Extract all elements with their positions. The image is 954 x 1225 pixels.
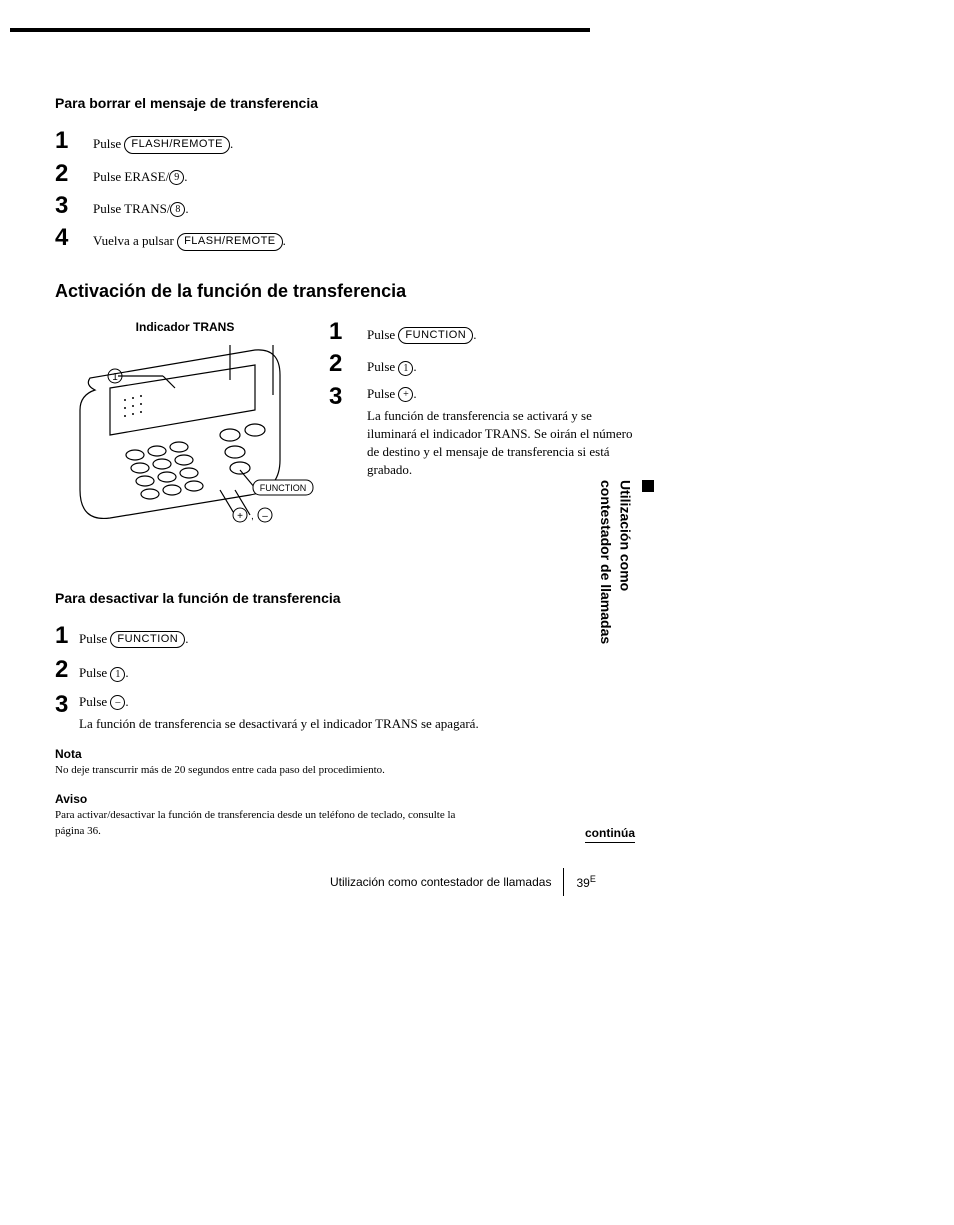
step-body: La función de transferencia se activará … bbox=[367, 407, 635, 480]
step-text: Pulse FUNCTION. bbox=[367, 326, 477, 345]
step-row: 3 Pulse TRANS/8. bbox=[55, 194, 635, 218]
aviso-text: Para activar/desactivar la función de tr… bbox=[55, 808, 475, 839]
svg-text:–: – bbox=[262, 511, 268, 522]
plus-button-icon: + bbox=[233, 508, 247, 522]
circled-1-text: 1 bbox=[112, 372, 118, 383]
circled-9-icon: 9 bbox=[169, 170, 184, 185]
svg-text:FUNCTION: FUNCTION bbox=[260, 483, 307, 493]
step-number: 2 bbox=[55, 162, 93, 186]
separator-comma: , bbox=[251, 511, 254, 522]
trans-indicator-label: Indicador TRANS bbox=[55, 320, 315, 334]
step-text: Pulse FUNCTION. bbox=[79, 630, 189, 649]
handset-diagram: 1 FUNCTION + , – bbox=[55, 340, 315, 540]
text-suffix: . bbox=[413, 359, 416, 374]
svg-text:+: + bbox=[237, 511, 243, 522]
text-suffix: . bbox=[125, 694, 128, 709]
minus-button-icon: – bbox=[258, 508, 272, 522]
footer-section-title: Utilización como contestador de llamadas bbox=[330, 875, 551, 889]
step-text: Pulse TRANS/8. bbox=[93, 200, 189, 218]
text-prefix: Pulse bbox=[367, 327, 398, 342]
function-button-label: FUNCTION bbox=[398, 327, 473, 344]
text-prefix: Pulse TRANS/ bbox=[93, 201, 170, 216]
circled-1-icon: 1 bbox=[110, 667, 125, 682]
text-suffix: . bbox=[185, 201, 188, 216]
step-text: Pulse 1. bbox=[367, 358, 417, 376]
circled-1-icon: 1 bbox=[398, 361, 413, 376]
step-number: 3 bbox=[329, 385, 367, 409]
aviso-block: Aviso Para activar/desactivar la función… bbox=[55, 792, 635, 843]
page-number: 39E bbox=[576, 874, 595, 890]
continua-label: continúa bbox=[585, 826, 635, 843]
text-suffix: . bbox=[230, 136, 233, 151]
text-prefix: Pulse bbox=[79, 694, 110, 709]
side-tab-line2: contestador de llamadas bbox=[598, 480, 614, 644]
step-row: 4 Vuelva a pulsar FLASH/REMOTE. bbox=[55, 226, 635, 251]
step-text: Pulse +. La función de transferencia se … bbox=[367, 385, 635, 480]
footer-divider bbox=[563, 868, 564, 896]
text-suffix: . bbox=[413, 386, 416, 401]
activation-layout: Indicador TRANS bbox=[55, 320, 635, 540]
step-row: 2 Pulse ERASE/9. bbox=[55, 162, 635, 186]
deactivate-block: Para desactivar la función de transferen… bbox=[55, 590, 635, 733]
step-body: La función de transferencia se desactiva… bbox=[79, 715, 479, 733]
step-number: 3 bbox=[55, 194, 93, 218]
function-button-label: FUNCTION bbox=[110, 631, 185, 648]
step-row: 1 Pulse FLASH/REMOTE. bbox=[55, 129, 635, 154]
text-suffix: . bbox=[125, 665, 128, 680]
step-number: 4 bbox=[55, 226, 93, 250]
step-text: Pulse FLASH/REMOTE. bbox=[93, 135, 233, 154]
page-number-sup: E bbox=[590, 874, 596, 884]
text-prefix: Pulse bbox=[367, 386, 398, 401]
section3-heading: Para desactivar la función de transferen… bbox=[55, 590, 635, 606]
step-number: 1 bbox=[55, 129, 93, 153]
step-text: Pulse –. La función de transferencia se … bbox=[79, 693, 479, 733]
page-content: Para borrar el mensaje de transferencia … bbox=[55, 95, 635, 843]
step-number: 2 bbox=[55, 658, 79, 682]
step-text: Pulse ERASE/9. bbox=[93, 168, 187, 186]
nota-text: No deje transcurrir más de 20 segundos e… bbox=[55, 763, 635, 778]
text-prefix: Vuelva a pulsar bbox=[93, 233, 177, 248]
aviso-heading: Aviso bbox=[55, 792, 635, 806]
text-suffix: . bbox=[184, 169, 187, 184]
step-row: 1 Pulse FUNCTION. bbox=[329, 320, 635, 345]
side-tab: Utilización como contestador de llamadas bbox=[595, 480, 654, 644]
text-prefix: Pulse bbox=[367, 359, 398, 374]
step-text: Vuelva a pulsar FLASH/REMOTE. bbox=[93, 232, 286, 251]
step-row: 1 Pulse FUNCTION. bbox=[55, 624, 635, 649]
page-footer: Utilización como contestador de llamadas… bbox=[330, 868, 596, 896]
text-prefix: Pulse bbox=[79, 665, 110, 680]
step-row: 2 Pulse 1. bbox=[55, 658, 635, 682]
step-number: 1 bbox=[329, 320, 367, 344]
side-tab-marker-icon bbox=[642, 480, 654, 492]
text-suffix: . bbox=[283, 233, 286, 248]
text-prefix: Pulse bbox=[79, 631, 110, 646]
text-suffix: . bbox=[473, 327, 476, 342]
top-rule bbox=[10, 28, 590, 32]
step-number: 2 bbox=[329, 352, 367, 376]
diagram-column: Indicador TRANS bbox=[55, 320, 315, 540]
circled-minus-icon: – bbox=[110, 695, 125, 710]
step-row: 2 Pulse 1. bbox=[329, 352, 635, 376]
flash-remote-button-label: FLASH/REMOTE bbox=[124, 136, 230, 153]
step-text: Pulse 1. bbox=[79, 664, 129, 682]
section2-heading: Activación de la función de transferenci… bbox=[55, 281, 635, 302]
section1-heading: Para borrar el mensaje de transferencia bbox=[55, 95, 635, 111]
step-row: 3 Pulse +. La función de transferencia s… bbox=[329, 385, 635, 480]
step-number: 1 bbox=[55, 624, 79, 648]
flash-remote-button-label: FLASH/REMOTE bbox=[177, 233, 283, 250]
circled-8-icon: 8 bbox=[170, 202, 185, 217]
text-prefix: Pulse bbox=[93, 136, 124, 151]
side-tab-line1: Utilización como bbox=[617, 480, 633, 591]
nota-heading: Nota bbox=[55, 747, 635, 761]
activation-steps: 1 Pulse FUNCTION. 2 Pulse 1. 3 Pulse +. … bbox=[329, 320, 635, 540]
text-prefix: Pulse ERASE/ bbox=[93, 169, 169, 184]
step-number: 3 bbox=[55, 693, 79, 717]
circled-plus-icon: + bbox=[398, 387, 413, 402]
function-button-label: FUNCTION bbox=[253, 480, 313, 495]
text-suffix: . bbox=[185, 631, 188, 646]
page-number-value: 39 bbox=[576, 876, 589, 890]
step-row: 3 Pulse –. La función de transferencia s… bbox=[55, 693, 635, 733]
